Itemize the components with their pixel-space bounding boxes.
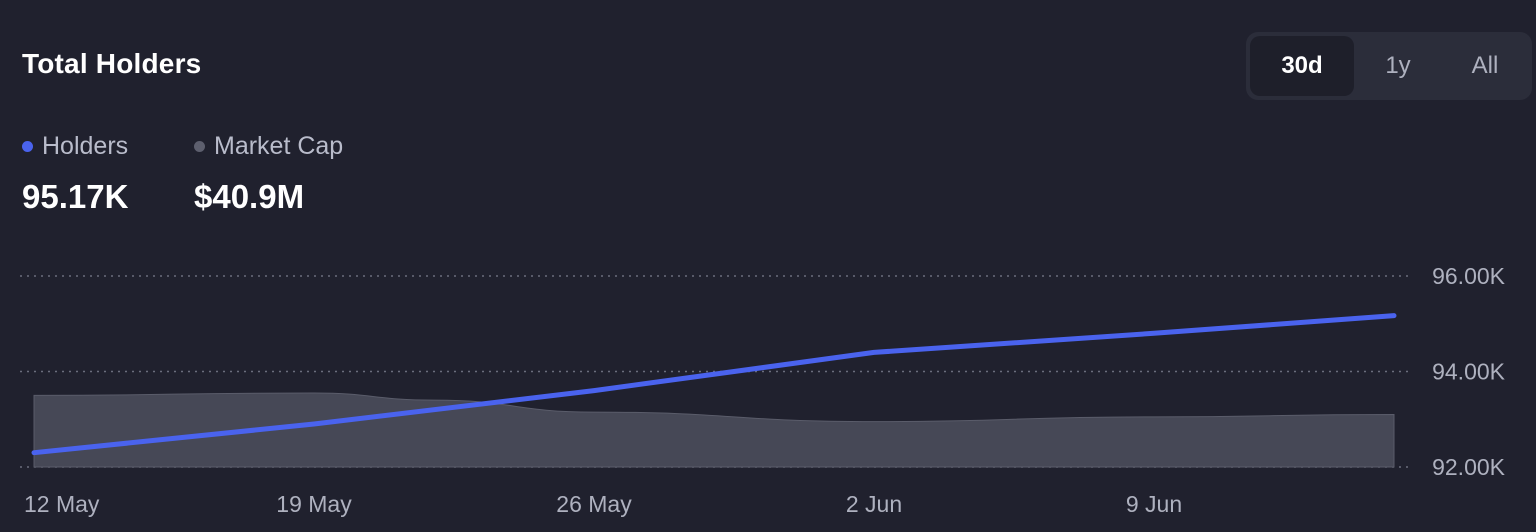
holders-value: 95.17K: [22, 178, 129, 215]
x-tick-label: 12 May: [24, 491, 100, 517]
y-tick-label: 94.00K: [1432, 359, 1506, 385]
range-tab-1y[interactable]: 1y: [1385, 52, 1411, 79]
x-tick-label: 19 May: [276, 491, 352, 517]
legend-holders[interactable]: Holders: [22, 132, 128, 161]
legend-market-cap-label: Market Cap: [214, 132, 344, 160]
x-tick-label: 2 Jun: [846, 491, 902, 517]
market-cap-value: $40.9M: [194, 178, 305, 215]
chart-title: Total Holders: [22, 48, 202, 79]
time-range-selector: 30d 1y All: [1246, 32, 1532, 100]
y-tick-label: 92.00K: [1432, 454, 1506, 480]
y-tick-label: 96.00K: [1432, 263, 1506, 289]
holders-dot-icon: [22, 141, 33, 152]
range-tab-30d[interactable]: 30d: [1250, 36, 1354, 96]
legend-market-cap[interactable]: Market Cap: [194, 132, 343, 161]
holders-line: [31, 313, 1397, 456]
market-cap-dot-icon: [194, 141, 205, 152]
x-tick-label: 26 May: [556, 491, 632, 517]
market-cap-area: [33, 392, 1395, 468]
range-tab-all[interactable]: All: [1471, 52, 1499, 79]
x-tick-label: 9 Jun: [1126, 491, 1182, 517]
legend-holders-label: Holders: [42, 132, 129, 160]
